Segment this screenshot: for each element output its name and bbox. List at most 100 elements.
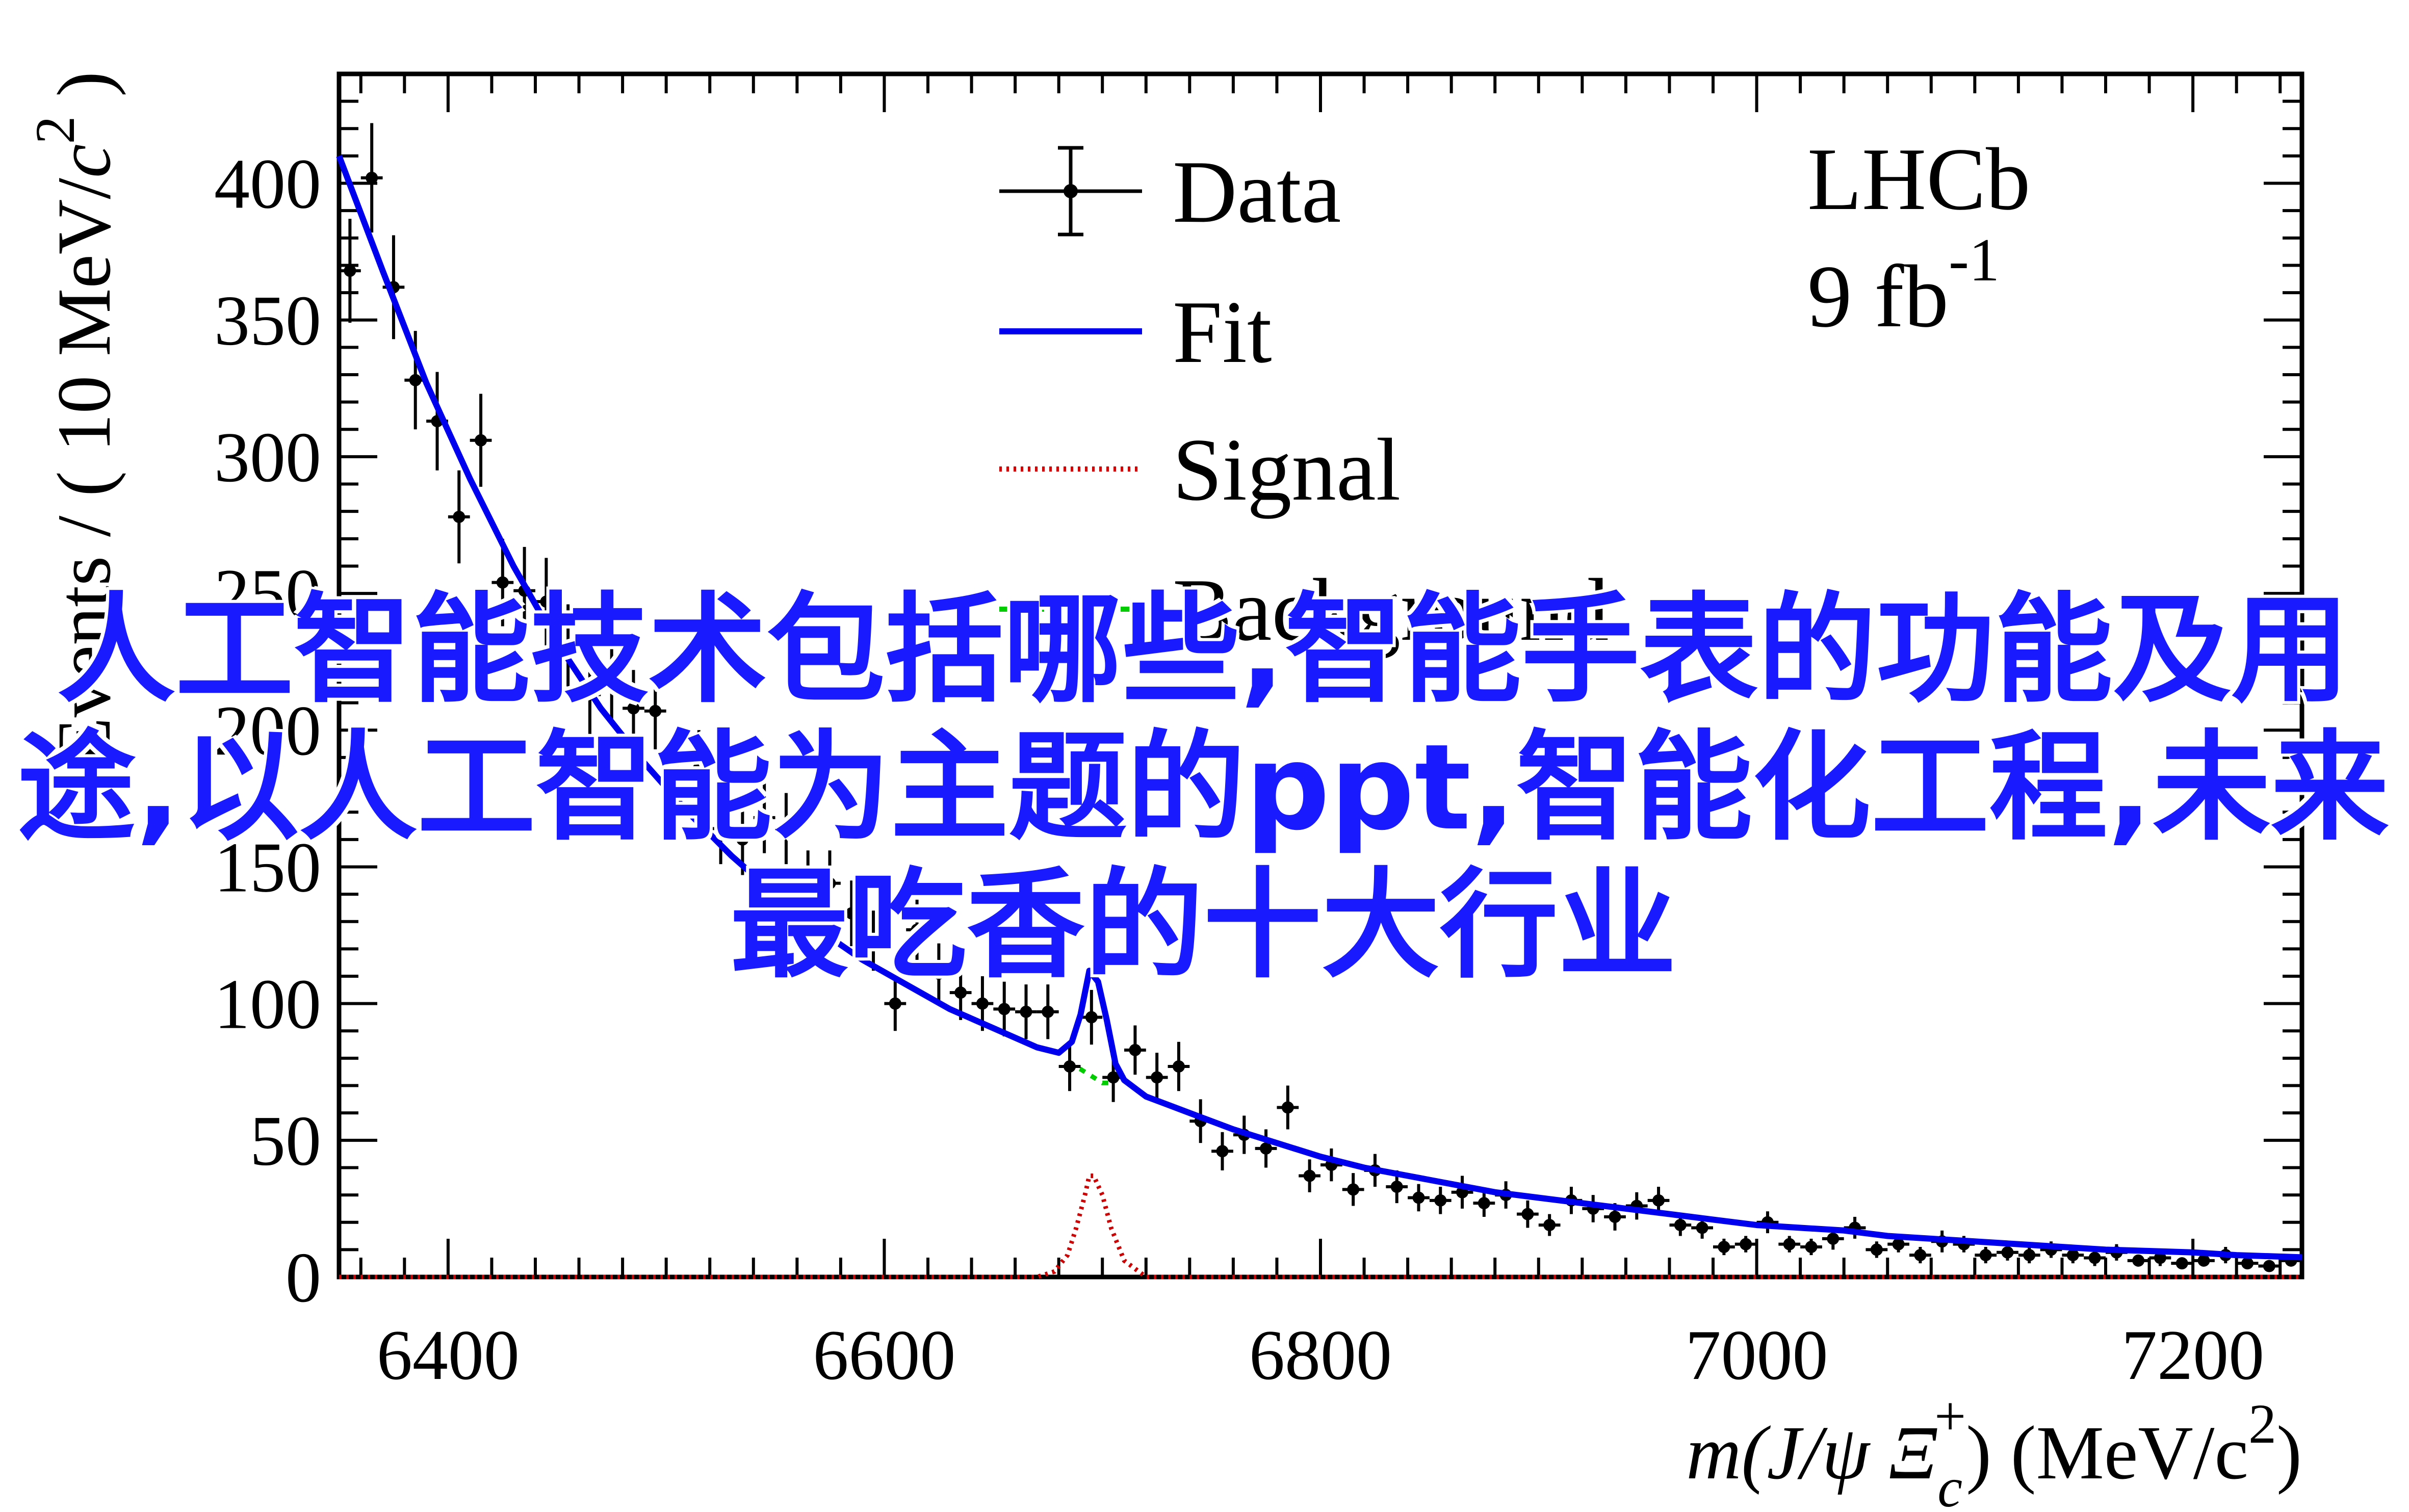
- data-point: [1538, 1214, 1561, 1236]
- data-point: [1822, 1228, 1844, 1250]
- data-point-marker: [605, 674, 618, 687]
- y-axis-title-sup: 2: [24, 116, 86, 144]
- data-point-marker: [954, 986, 967, 999]
- y-axis-title-c: c: [42, 144, 126, 178]
- legend-symbol-data-marker: [1064, 184, 1078, 198]
- x-axis-title-main: m(J/ψ Ξ: [1686, 1411, 1937, 1495]
- data-point-marker: [889, 997, 901, 1010]
- y-tick-label: 250: [214, 555, 321, 634]
- y-tick-label: 400: [214, 145, 321, 224]
- y-axis-title-suffix: ): [42, 71, 126, 116]
- data-point-marker: [1042, 1005, 1054, 1018]
- background-curve: [1067, 1061, 1116, 1085]
- data-point-marker: [2197, 1254, 2210, 1267]
- legend-label-data: Data: [1173, 142, 1341, 241]
- data-point: [623, 670, 644, 747]
- data-point-marker: [932, 967, 945, 980]
- x-axis-title-sub: c: [1937, 1456, 1962, 1512]
- y-tick-label: 100: [214, 965, 321, 1044]
- data-point-marker: [1609, 1211, 1621, 1223]
- data-point: [1625, 1192, 1648, 1220]
- data-point-marker: [780, 822, 792, 835]
- data-point-marker: [2023, 1249, 2036, 1262]
- x-axis-title-unit-sup: 2: [2248, 1393, 2276, 1455]
- data-point-marker: [1740, 1238, 1752, 1250]
- data-point: [1277, 1085, 1299, 1130]
- data-point-marker: [758, 811, 771, 824]
- data-point: [601, 640, 623, 722]
- y-tick-label: 200: [214, 691, 321, 770]
- data-point: [448, 470, 470, 564]
- data-point: [710, 793, 732, 865]
- data-point-marker: [1478, 1197, 1490, 1210]
- data-point: [840, 880, 863, 946]
- x-tick-label: 6600: [813, 1316, 955, 1395]
- data-point: [1517, 1200, 1539, 1228]
- data-point: [360, 123, 383, 233]
- data-point-marker: [976, 997, 989, 1010]
- y-tick-label: 150: [214, 828, 321, 907]
- data-point-marker: [671, 768, 684, 780]
- data-point-marker: [453, 510, 465, 523]
- data-point: [1408, 1184, 1430, 1212]
- data-point-marker: [1543, 1219, 1556, 1232]
- data-point: [1800, 1238, 1822, 1256]
- legend-label-background: Background: [1173, 560, 1609, 659]
- data-point: [2127, 1254, 2149, 1267]
- data-point: [1168, 1041, 1190, 1091]
- data-point-marker: [2241, 1257, 2254, 1270]
- data-point-marker: [823, 877, 836, 890]
- data-point: [1582, 1195, 1604, 1222]
- data-point-marker: [1674, 1219, 1687, 1232]
- data-point: [797, 850, 819, 916]
- y-axis-title: Events / ( 10 MeV/c2 ): [24, 71, 126, 764]
- data-point-marker: [1216, 1145, 1229, 1158]
- data-point: [1320, 1148, 1342, 1182]
- data-point-marker: [2154, 1252, 2166, 1264]
- luminosity-value: 9 fb: [1807, 247, 1949, 346]
- y-tick-label: 300: [214, 418, 321, 497]
- data-point-marker: [1870, 1243, 1883, 1256]
- data-point: [819, 850, 841, 916]
- data-point-marker: [1434, 1194, 1447, 1207]
- data-point: [535, 558, 557, 645]
- data-point: [862, 910, 885, 971]
- data-point-marker: [2001, 1246, 2014, 1259]
- data-point-marker: [714, 822, 727, 835]
- data-point: [491, 538, 514, 627]
- legend-label-signal: Signal: [1173, 420, 1401, 519]
- data-point: [1124, 1025, 1146, 1075]
- data-point-marker: [1652, 1194, 1665, 1207]
- data-point: [2018, 1247, 2040, 1264]
- data-point: [1647, 1187, 1670, 1214]
- data-point-marker: [2066, 1249, 2079, 1262]
- data-point: [906, 899, 928, 960]
- data-point: [1037, 984, 1059, 1039]
- x-axis-title-unit: ) (MeV/c: [1966, 1411, 2248, 1495]
- data-point: [1909, 1247, 1931, 1264]
- data-point: [2193, 1254, 2215, 1267]
- luminosity-exponent: -1: [1949, 226, 2000, 294]
- data-point-marker: [1260, 1142, 1273, 1155]
- data-point: [884, 976, 906, 1031]
- data-point-marker: [1783, 1238, 1796, 1250]
- data-point-marker: [1064, 1060, 1076, 1073]
- data-point-marker: [801, 877, 814, 890]
- data-point: [688, 730, 710, 807]
- data-point: [1778, 1236, 1801, 1253]
- data-point: [1473, 1189, 1495, 1217]
- data-point-marker: [540, 595, 553, 608]
- data-point-marker: [1347, 1183, 1360, 1196]
- fit-curve: [336, 154, 2302, 1261]
- data-point: [1080, 989, 1103, 1045]
- data-point: [1734, 1236, 1757, 1253]
- data-point-marker: [1805, 1241, 1818, 1253]
- data-point: [1211, 1132, 1233, 1170]
- data-point: [1058, 1041, 1081, 1091]
- x-tick-label: 6400: [377, 1316, 520, 1395]
- data-point-marker: [1172, 1060, 1185, 1073]
- x-tick-label: 7200: [2121, 1316, 2264, 1395]
- y-tick-label: 50: [250, 1102, 321, 1181]
- data-point-marker: [1020, 1005, 1032, 1018]
